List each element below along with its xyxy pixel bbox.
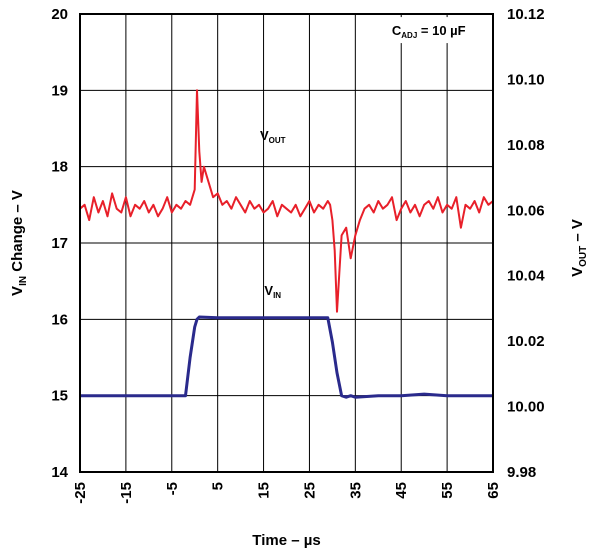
right-tick-label: 10.12 <box>507 6 545 23</box>
annotation-box <box>368 17 491 44</box>
x-tick-label: 45 <box>393 482 410 499</box>
right-tick-label: 10.04 <box>507 268 545 285</box>
right-axis-title: VOUT – V <box>569 219 589 277</box>
series-layer <box>79 89 494 399</box>
right-tick-label: 10.02 <box>507 333 545 350</box>
x-tick-label: -25 <box>72 482 89 504</box>
x-tick-label: 35 <box>347 482 364 499</box>
left-tick-label: 14 <box>51 464 68 481</box>
series-line-vout <box>79 89 494 313</box>
x-tick-label: -15 <box>118 482 135 504</box>
left-tick-label: 20 <box>51 6 68 23</box>
annotation-prefix: C <box>392 23 402 38</box>
capacitance-annotation: CADJ = 10 µF <box>392 23 466 40</box>
left-axis-title-suffix: Change – V <box>9 190 26 276</box>
vout-label-prefix: V <box>260 128 269 143</box>
left-tick-label: 15 <box>51 388 68 405</box>
right-tick-labels: 9.98 10.00 10.02 10.04 10.06 10.08 10.10 10.12 <box>507 6 545 481</box>
left-tick-label: 19 <box>51 82 68 99</box>
left-tick-label: 16 <box>51 311 68 328</box>
x-tick-label: 65 <box>485 482 502 499</box>
left-tick-label: 18 <box>51 159 68 176</box>
x-tick-label: 25 <box>301 482 318 499</box>
vin-series-label: VIN <box>264 283 281 300</box>
annotation-suffix: = 10 µF <box>417 23 465 38</box>
right-tick-label: 10.00 <box>507 399 545 416</box>
x-tick-label: -5 <box>164 482 181 495</box>
right-tick-label: 10.06 <box>507 202 545 219</box>
left-tick-labels: 14 15 16 17 18 19 20 <box>51 6 68 481</box>
right-tick-label: 10.10 <box>507 71 545 88</box>
right-tick-label: 9.98 <box>507 464 536 481</box>
x-tick-label: 15 <box>256 482 273 499</box>
left-axis-title: VIN Change – V <box>9 190 29 296</box>
vout-label-subscript: OUT <box>269 136 286 145</box>
right-axis-title-prefix: V <box>569 267 586 277</box>
left-tick-label: 17 <box>51 235 68 252</box>
right-tick-label: 10.08 <box>507 137 545 154</box>
annotation-subscript: ADJ <box>401 31 417 40</box>
left-axis-title-prefix: V <box>9 286 26 296</box>
right-axis-title-subscript: OUT <box>578 246 589 267</box>
right-axis-title-suffix: – V <box>569 219 586 246</box>
vin-label-subscript: IN <box>273 291 281 300</box>
x-tick-label: 5 <box>210 482 227 490</box>
x-tick-labels: -25 -15 -5 5 15 25 35 45 55 65 <box>72 482 502 504</box>
vin-label-prefix: V <box>264 283 273 298</box>
x-tick-label: 55 <box>439 482 456 499</box>
plot-frame <box>79 13 494 473</box>
x-axis-title: Time – µs <box>252 532 320 549</box>
series-line-vin <box>80 315 493 399</box>
left-axis-title-subscript: IN <box>18 276 29 286</box>
vout-series-label: VOUT <box>260 128 286 145</box>
